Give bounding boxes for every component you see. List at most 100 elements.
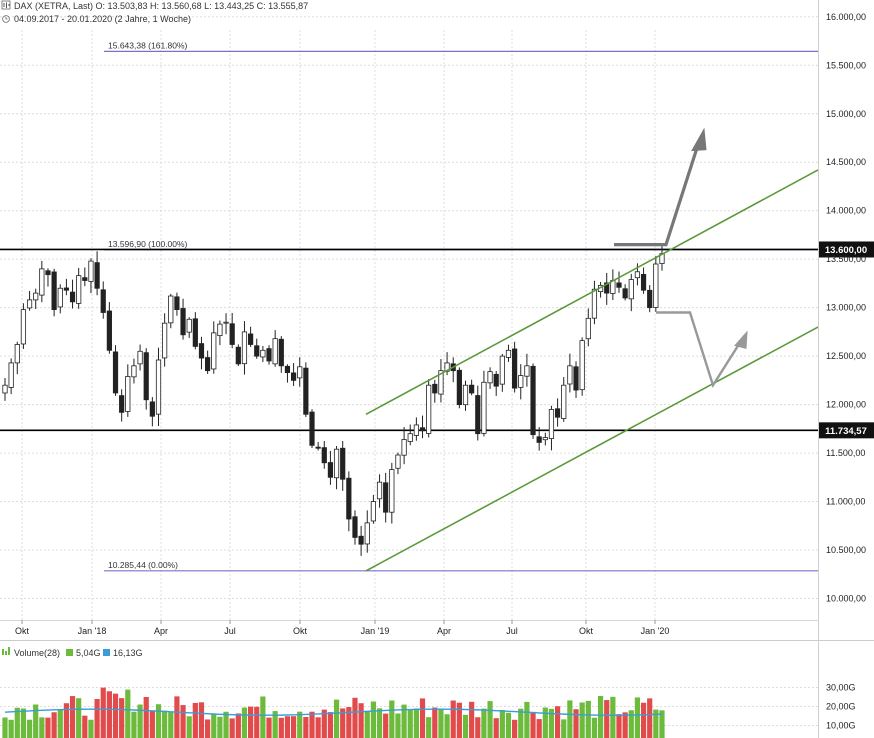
candle-body <box>622 288 628 299</box>
candle-body <box>303 367 309 415</box>
candle-body <box>143 352 149 401</box>
volume-bar <box>303 717 309 738</box>
candle-body <box>395 454 401 469</box>
volume-panel: 30,00G 20,00G 10,00G Volume(28) 5,04G 16,13G <box>0 640 874 738</box>
volume-average-line <box>4 708 663 716</box>
volume-legend-label: Volume(28) <box>14 648 60 658</box>
volume-tick-label: 10,00G <box>826 721 856 731</box>
volume-bar <box>358 703 364 738</box>
scenario-arrows <box>614 127 748 389</box>
candle-body <box>192 318 198 347</box>
volume-bar <box>407 709 413 738</box>
volume-bar <box>131 711 137 738</box>
volume-bar <box>591 717 598 738</box>
x-tick-label: Apr <box>437 626 451 636</box>
candle-body <box>653 263 659 308</box>
volume-bar <box>401 704 407 738</box>
volume-bar <box>376 708 383 738</box>
candle-body <box>352 516 358 538</box>
volume-bar <box>100 687 106 738</box>
x-tick-label: Jan '19 <box>361 626 390 636</box>
volume-bar <box>33 704 39 738</box>
y-tick-label: 13.500,00 <box>826 254 866 264</box>
volume-bar <box>542 707 548 738</box>
volume-bar <box>211 713 217 738</box>
volume-bar <box>505 712 512 738</box>
volume-bar <box>653 709 659 738</box>
candle-body <box>481 381 487 434</box>
x-tick-label: Apr <box>154 626 168 636</box>
volume-bar <box>217 716 223 738</box>
candle-body <box>137 350 143 365</box>
volume-bar <box>290 716 297 738</box>
volume-bar <box>297 711 303 738</box>
candle-body <box>186 318 192 333</box>
volume-bar <box>610 696 616 738</box>
volume-bar <box>8 719 14 738</box>
volume-bar <box>51 712 57 738</box>
chart-header: DAX (XETRA, Last) O: 13.503,83 H: 13.560… <box>1 0 308 24</box>
x-tick-label: Jul <box>506 626 518 636</box>
candle-body <box>94 262 100 289</box>
candle-body <box>604 282 610 294</box>
volume-bar <box>39 717 45 738</box>
candle-body <box>82 277 88 281</box>
candle-body <box>536 436 542 443</box>
volume-bar <box>69 696 76 738</box>
volume-legend-value: 16,13G <box>113 648 143 658</box>
candle-body <box>585 317 591 340</box>
candle-body <box>254 345 260 357</box>
volume-bar <box>487 701 493 738</box>
candle-body <box>100 289 106 313</box>
y-tick-label: 10.000,00 <box>826 594 866 604</box>
volume-tick-label: 30,00G <box>826 683 856 693</box>
volume-bar <box>229 718 235 738</box>
volume-bar <box>260 696 266 738</box>
volume-bar <box>499 709 505 738</box>
candle-body <box>358 535 364 545</box>
y-tick-label: 14.000,00 <box>826 206 866 216</box>
grid <box>0 16 818 620</box>
candle-body <box>567 365 573 385</box>
candle-body <box>475 395 481 435</box>
candle-body <box>14 344 20 364</box>
candle-body <box>174 296 180 310</box>
candle-body <box>555 408 561 418</box>
volume-bar <box>383 713 389 738</box>
candle-body <box>370 501 377 522</box>
y-tick-label: 12.000,00 <box>826 400 866 410</box>
volume-bar <box>573 709 579 738</box>
price-badge <box>818 241 874 258</box>
volume-bar <box>518 708 524 738</box>
volume-bar <box>192 702 198 738</box>
x-tick-label: Jan '20 <box>641 626 670 636</box>
level-lines: 15.643,38 (161.80%) 13.596,90 (100.00%) 10… <box>0 40 874 572</box>
candle-body <box>469 384 475 394</box>
price-badge <box>818 422 874 439</box>
y-tick-label: 10.500,00 <box>826 545 866 555</box>
candle-body <box>8 362 14 388</box>
volume-bar <box>20 708 27 738</box>
chart-type-icon[interactable] <box>1 0 11 10</box>
candle-body <box>499 355 505 385</box>
volume-bar <box>352 697 358 738</box>
volume-bar <box>444 714 450 738</box>
volume-legend-swatch <box>103 649 110 656</box>
volume-bar <box>248 706 254 738</box>
volume-bar <box>512 719 518 738</box>
candle-body <box>462 384 469 406</box>
y-tick-label: 15.500,00 <box>826 60 866 70</box>
candle-body <box>512 348 518 389</box>
candle-body <box>266 348 272 362</box>
candle-body <box>518 375 524 388</box>
candle-body <box>493 373 499 387</box>
volume-bar <box>63 703 69 738</box>
candle-body <box>235 346 241 365</box>
y-tick-label: 16.000,00 <box>826 12 866 22</box>
volume-bar <box>174 696 180 738</box>
volume-bar <box>137 704 143 738</box>
volume-bar <box>309 711 315 738</box>
volume-bar <box>475 717 481 738</box>
volume-bar <box>364 710 370 738</box>
